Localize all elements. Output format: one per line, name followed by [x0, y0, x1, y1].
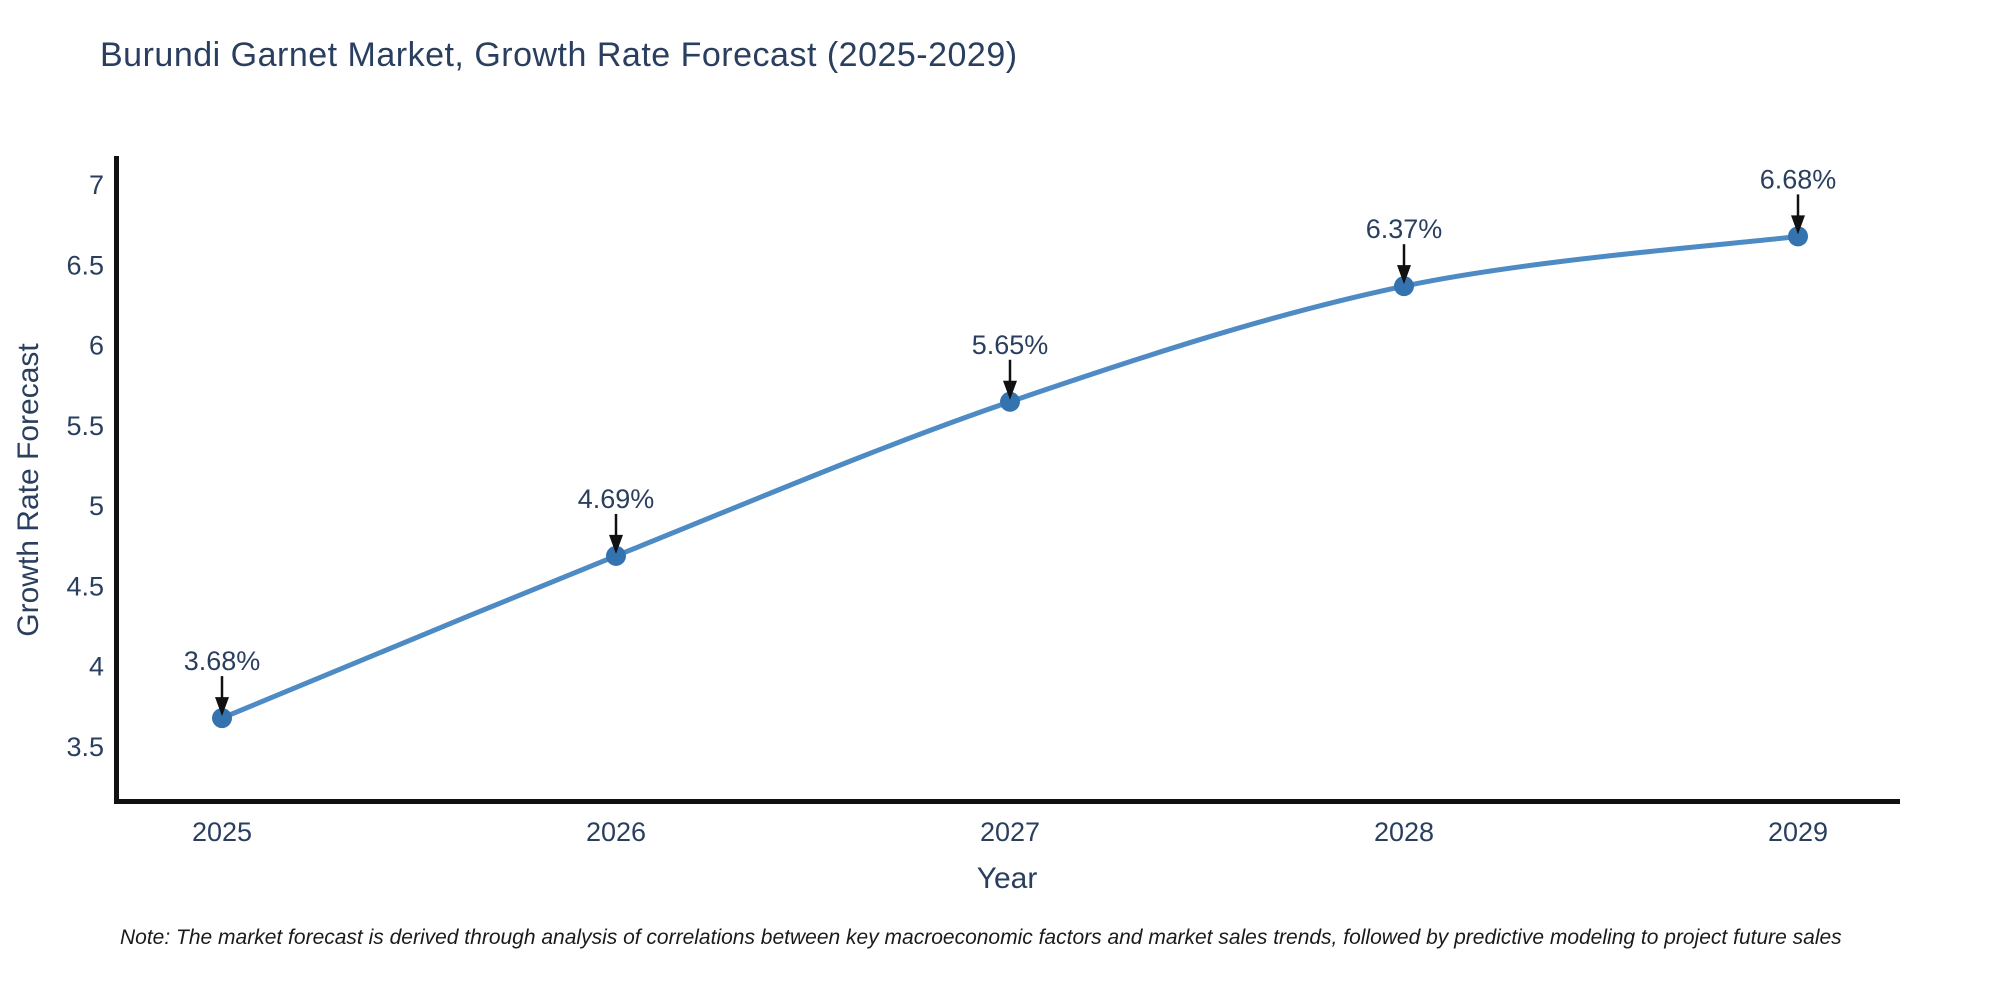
y-tick-label: 6	[89, 331, 104, 361]
y-tick-label: 7	[89, 170, 104, 200]
x-tick-label: 2025	[192, 817, 252, 847]
annotation-arrowhead	[1003, 380, 1017, 400]
x-axis-spine	[114, 799, 1900, 804]
data-point-label: 6.37%	[1366, 214, 1443, 244]
y-tick-label: 4.5	[66, 571, 104, 601]
data-point-marker	[212, 708, 232, 729]
y-axis-spine	[114, 156, 119, 804]
footnote: Note: The market forecast is derived thr…	[120, 926, 1842, 949]
annotation-arrowhead	[1397, 265, 1411, 285]
data-point-label: 6.68%	[1760, 164, 1837, 194]
series-line	[219, 233, 1801, 721]
y-tick-label: 5.5	[66, 411, 104, 441]
y-axis-title: Growth Rate Forecast	[12, 343, 45, 637]
data-point-label: 3.68%	[184, 646, 261, 676]
x-axis-title: Year	[977, 862, 1038, 895]
x-tick-label: 2026	[586, 817, 646, 847]
annotation-arrowhead	[1791, 215, 1805, 235]
y-tick-label: 5	[89, 491, 104, 521]
data-point-label: 5.65%	[972, 330, 1049, 360]
data-point-marker	[1000, 391, 1020, 412]
y-tick-label: 6.5	[66, 250, 104, 280]
annotation-arrowhead	[215, 697, 229, 717]
x-tick-label: 2027	[980, 817, 1040, 847]
data-point-label: 4.69%	[578, 484, 655, 514]
data-point-marker	[1788, 226, 1808, 247]
y-tick-label: 3.5	[66, 732, 104, 762]
x-tick-label: 2029	[1768, 817, 1828, 847]
data-point-marker	[1394, 276, 1414, 297]
y-tick-label: 4	[89, 652, 104, 682]
data-point-marker	[606, 545, 626, 566]
annotation-arrowhead	[609, 534, 623, 554]
x-tick-label: 2028	[1374, 817, 1434, 847]
chart-title: Burundi Garnet Market, Growth Rate Forec…	[100, 36, 1018, 74]
